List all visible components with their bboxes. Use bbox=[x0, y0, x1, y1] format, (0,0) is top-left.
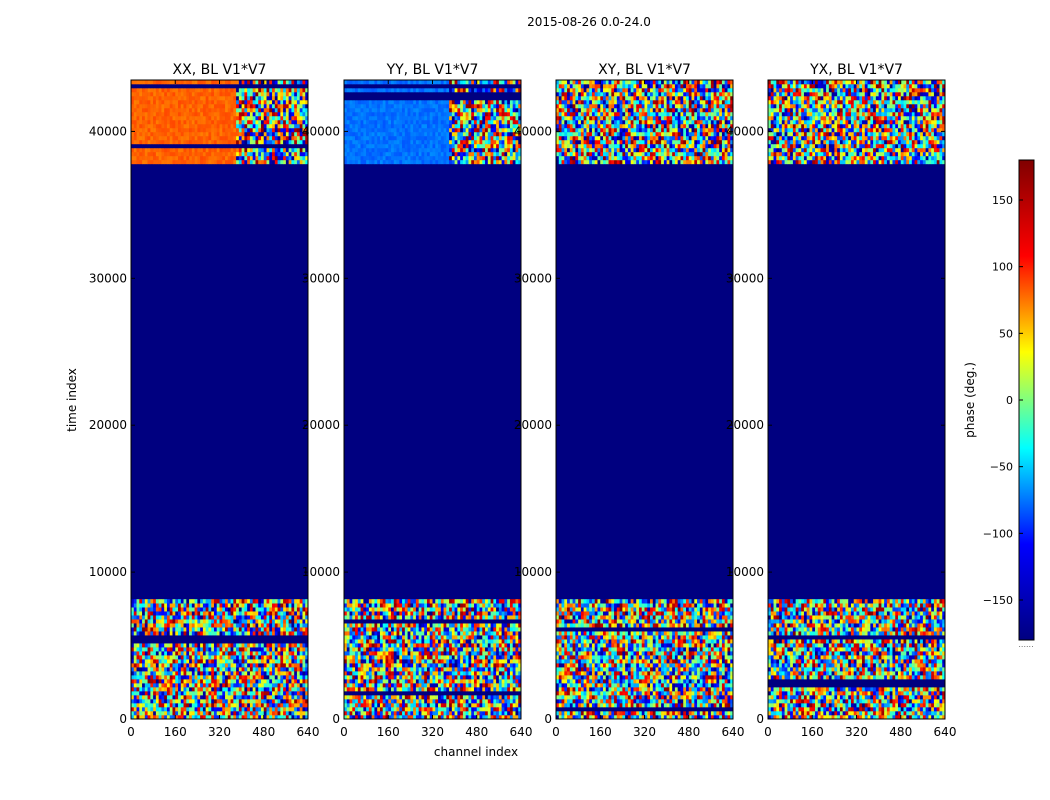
y-tick-label: 30000 bbox=[726, 271, 764, 285]
x-tick-label: 480 bbox=[677, 725, 700, 739]
x-tick-label: 160 bbox=[164, 725, 187, 739]
y-tick-label: 20000 bbox=[514, 418, 552, 432]
colorbar-footnote: ...... bbox=[1018, 640, 1033, 649]
x-tick-label: 640 bbox=[722, 725, 745, 739]
x-axis-label: channel index bbox=[434, 745, 518, 759]
x-tick-label: 160 bbox=[589, 725, 612, 739]
y-tick-label: 30000 bbox=[514, 271, 552, 285]
colorbar-tick-label: 100 bbox=[992, 261, 1013, 274]
x-tick-label: 0 bbox=[127, 725, 135, 739]
x-tick-label: 160 bbox=[377, 725, 400, 739]
y-tick-label: 40000 bbox=[514, 124, 552, 138]
panel-image bbox=[556, 80, 733, 719]
panel-title: YX, BL V1*V7 bbox=[809, 62, 903, 78]
panel-image bbox=[344, 80, 521, 719]
x-tick-label: 320 bbox=[208, 725, 231, 739]
x-tick-label: 480 bbox=[465, 725, 488, 739]
y-tick-label: 10000 bbox=[302, 565, 340, 579]
x-tick-label: 480 bbox=[889, 725, 912, 739]
colorbar-tick-label: −100 bbox=[983, 527, 1013, 540]
panel-image bbox=[131, 80, 308, 719]
y-tick-label: 0 bbox=[756, 712, 764, 726]
x-tick-label: 320 bbox=[421, 725, 444, 739]
colorbar-tick-label: 50 bbox=[999, 327, 1013, 340]
x-tick-label: 0 bbox=[552, 725, 560, 739]
x-tick-label: 480 bbox=[252, 725, 275, 739]
colorbar-label: phase (deg.) bbox=[963, 362, 977, 438]
panel-xy: XY, BL V1*V7 0 160 320 480 640 0 10000 20000 3000… bbox=[514, 62, 745, 739]
colorbar-tick-label: 0 bbox=[1006, 394, 1013, 407]
panels-group: XX, BL V1*V7 0 160 320 480 640 0 10000 20000 3000… bbox=[89, 62, 957, 739]
panel-title: XX, BL V1*V7 bbox=[173, 62, 267, 78]
y-tick-label: 40000 bbox=[302, 124, 340, 138]
colorbar-tick-label: 150 bbox=[992, 194, 1013, 207]
y-tick-label: 0 bbox=[119, 712, 127, 726]
x-tick-label: 0 bbox=[764, 725, 772, 739]
y-tick-label: 40000 bbox=[89, 124, 127, 138]
y-tick-label: 0 bbox=[544, 712, 552, 726]
y-axis-label: time index bbox=[65, 368, 79, 432]
y-tick-label: 0 bbox=[332, 712, 340, 726]
y-tick-label: 30000 bbox=[89, 271, 127, 285]
x-tick-label: 320 bbox=[633, 725, 656, 739]
figure-title: 2015-08-26 0.0-24.0 bbox=[527, 15, 651, 29]
y-tick-label: 10000 bbox=[514, 565, 552, 579]
colorbar-gradient bbox=[1019, 160, 1034, 640]
y-tick-label: 10000 bbox=[89, 565, 127, 579]
x-tick-label: 640 bbox=[297, 725, 320, 739]
panel-image bbox=[768, 80, 945, 719]
y-tick-label: 20000 bbox=[726, 418, 764, 432]
y-tick-label: 20000 bbox=[302, 418, 340, 432]
y-tick-label: 40000 bbox=[726, 124, 764, 138]
y-tick-label: 10000 bbox=[726, 565, 764, 579]
x-tick-label: 320 bbox=[845, 725, 868, 739]
panel-yy: YY, BL V1*V7 0 160 320 480 640 0 10000 20000 3000… bbox=[302, 62, 533, 739]
panel-title: XY, BL V1*V7 bbox=[598, 62, 691, 78]
colorbar: 150 100 50 0 −50 −100 −150 bbox=[983, 159, 1035, 641]
x-tick-label: 640 bbox=[934, 725, 957, 739]
y-tick-label: 30000 bbox=[302, 271, 340, 285]
x-tick-label: 640 bbox=[510, 725, 533, 739]
colorbar-tick-label: −150 bbox=[983, 594, 1013, 607]
x-tick-label: 160 bbox=[801, 725, 824, 739]
panel-title: YY, BL V1*V7 bbox=[386, 62, 479, 78]
colorbar-tick-label: −50 bbox=[990, 461, 1013, 474]
panel-xx: XX, BL V1*V7 0 160 320 480 640 0 10000 20000 3000… bbox=[89, 62, 320, 739]
panel-yx: YX, BL V1*V7 0 160 320 480 640 0 10000 20000 3000… bbox=[726, 62, 957, 739]
x-tick-label: 0 bbox=[340, 725, 348, 739]
y-tick-label: 20000 bbox=[89, 418, 127, 432]
